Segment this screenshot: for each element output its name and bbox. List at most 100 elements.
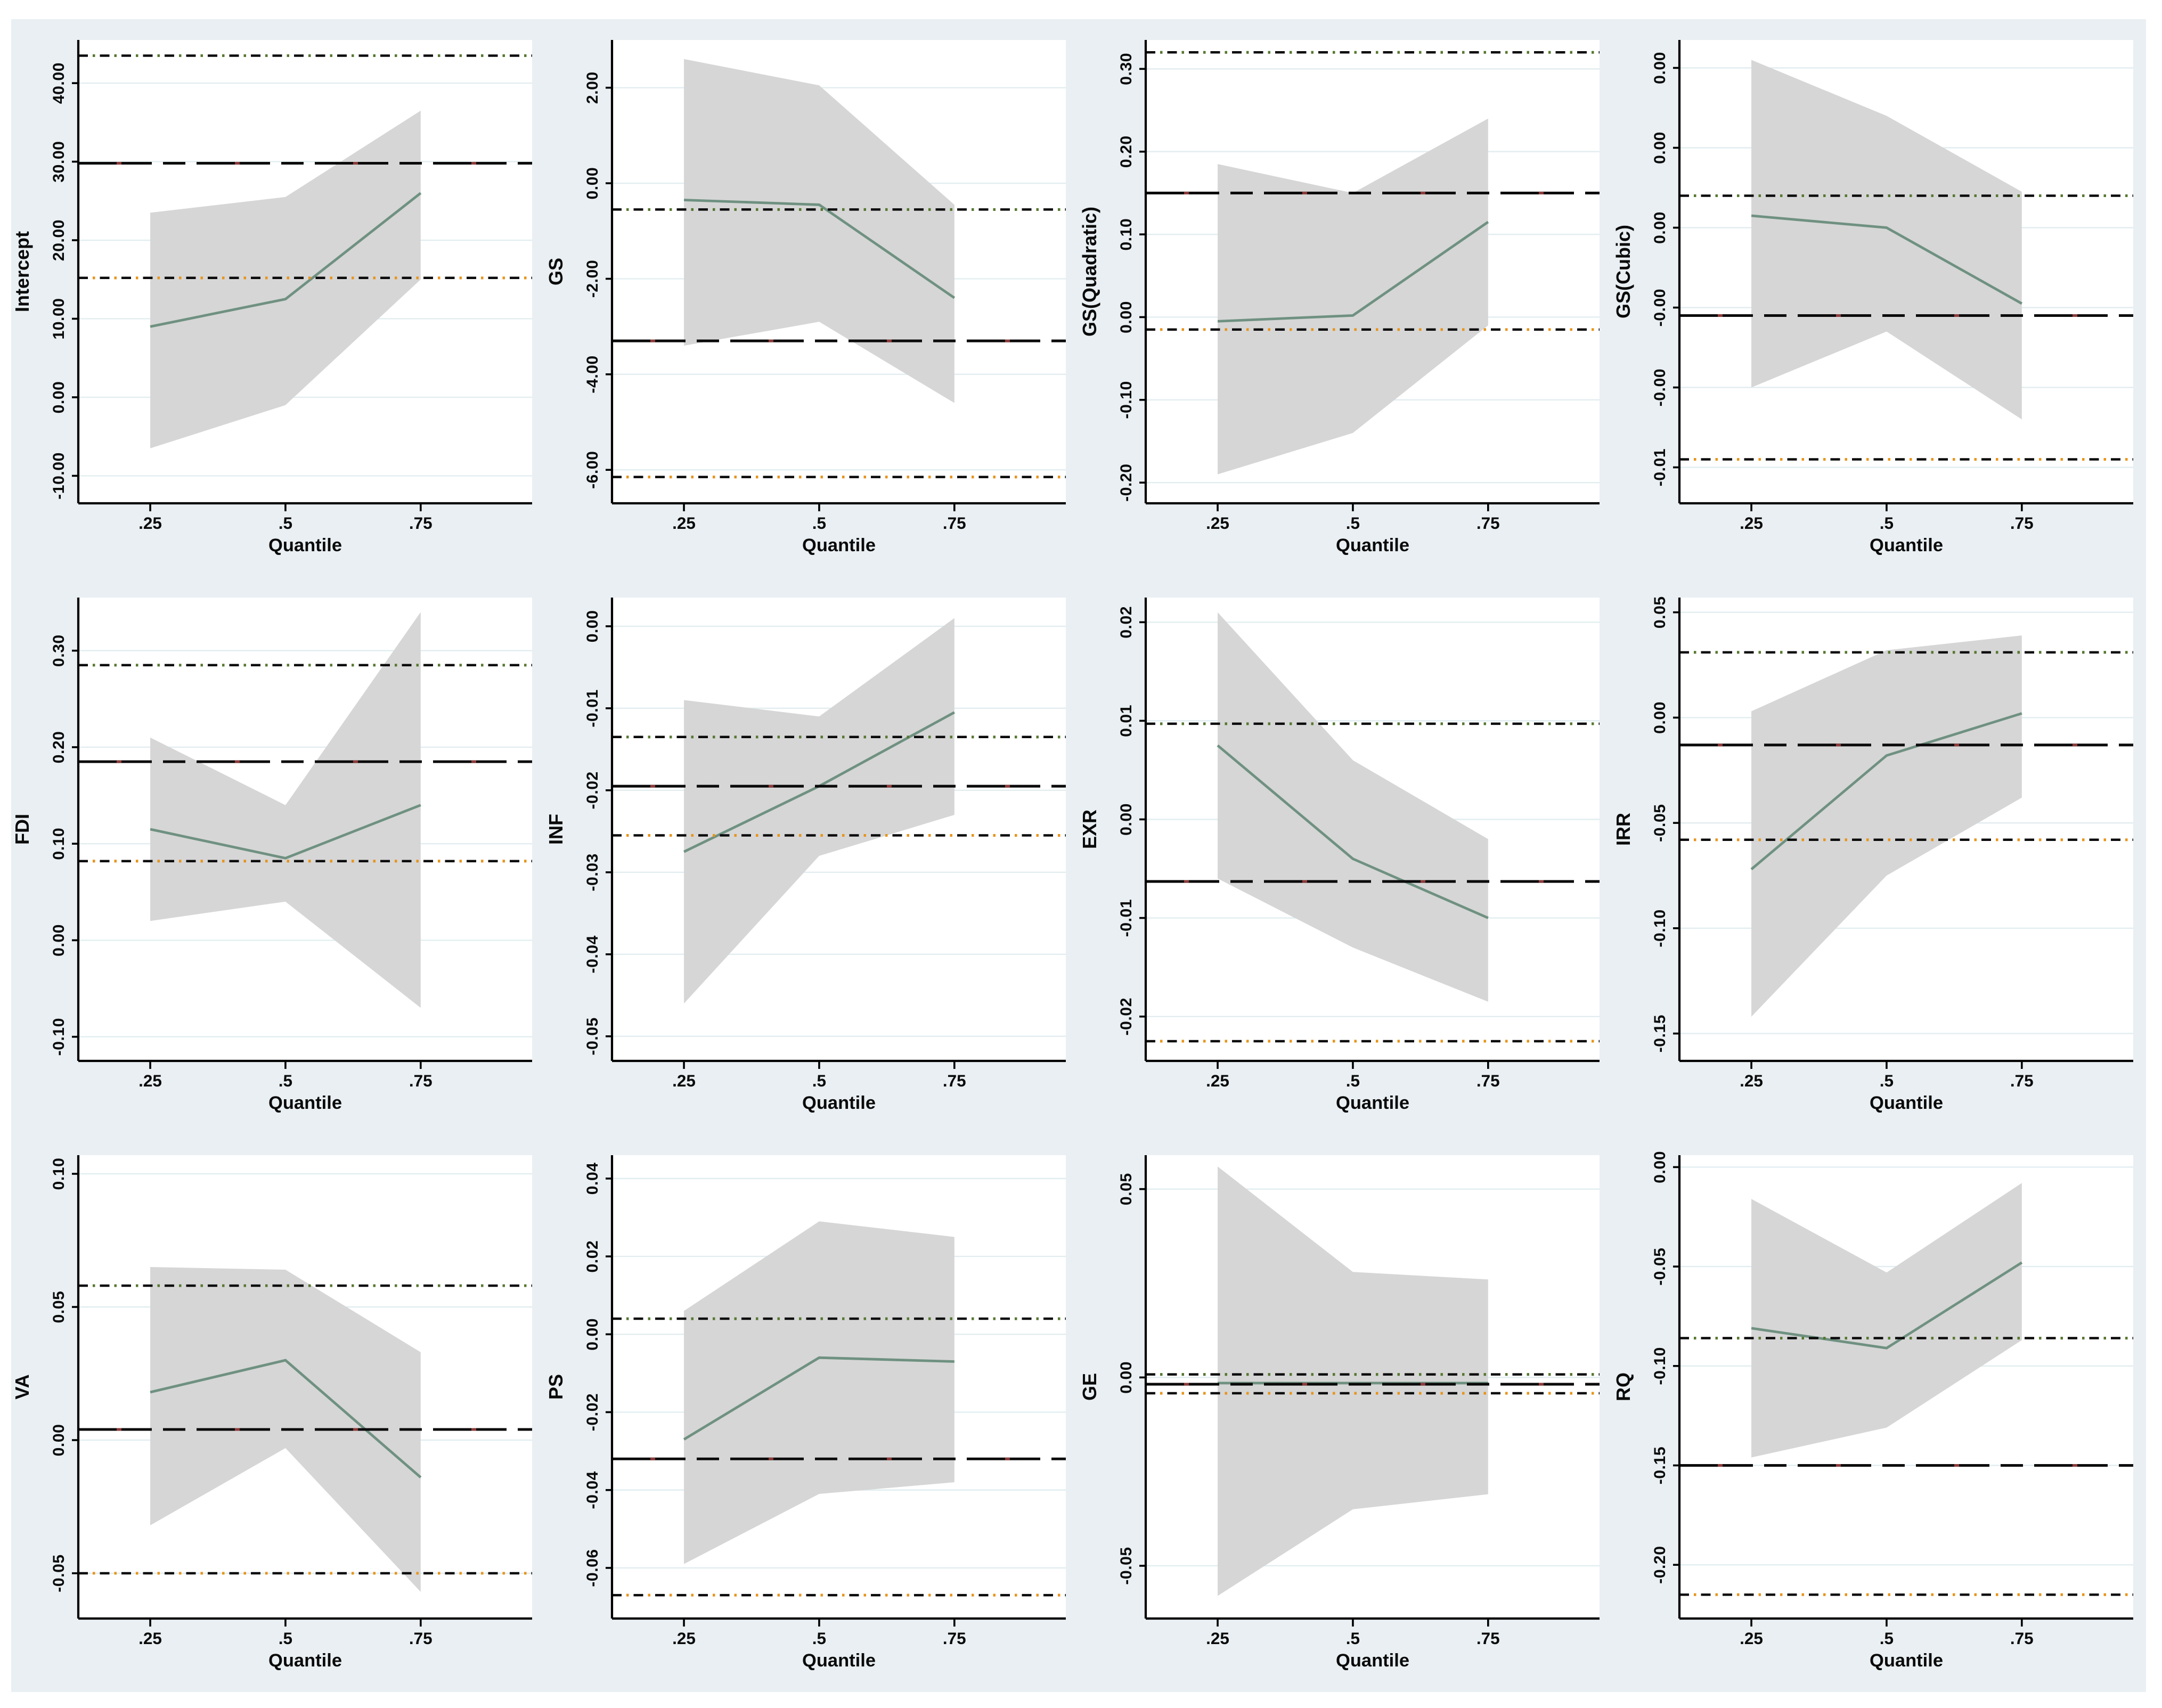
- axes: [1678, 1155, 2133, 1620]
- y-tick-label: -0.15: [1651, 1447, 1669, 1484]
- y-tick-label: -0.02: [584, 1393, 601, 1431]
- y-axis-title: VA: [11, 1374, 33, 1399]
- coefficient-line: [150, 804, 421, 860]
- panel-ge: -0.05 0.00 0.05 .25 .5 .75 GE Quantile: [1079, 1134, 1612, 1692]
- confidence-band: [150, 612, 421, 1008]
- x-axis-title: Quantile: [1870, 1093, 1943, 1113]
- y-tick-label: 0.00: [1651, 701, 1669, 734]
- coefficient-line: [1217, 744, 1489, 919]
- y-tick-label: 0.10: [1117, 218, 1135, 251]
- y-tick-label: -0.10: [1117, 381, 1135, 419]
- y-axis-title: Intercept: [11, 231, 33, 312]
- y-tick-labels: -0.01 -0.00 -0.00 0.00 0.00 0.00: [1651, 52, 1679, 486]
- y-tick-labels: -0.10 0.00 0.10 0.20 0.30: [50, 634, 78, 1056]
- quantile-plot-svg: -0.20 -0.10 0.00 0.10 0.20 0.30 .25 .5 .75 GS(Q…: [1079, 40, 1600, 555]
- x-tick-label: .5: [279, 1629, 292, 1648]
- quantile-plot-svg: -0.02 -0.01 0.00 0.01 0.02 .25 .5 .75 EXR Quan…: [1079, 598, 1600, 1113]
- x-tick-label: .75: [1476, 1071, 1500, 1090]
- axes: [77, 1155, 532, 1620]
- panel-irr: -0.15 -0.10 -0.05 0.00 0.05 .25 .5 .75 IRR Qua…: [1612, 577, 2146, 1134]
- reference-lines: [1146, 1373, 1600, 1395]
- axes: [610, 40, 1066, 505]
- x-tick-label: .5: [279, 513, 292, 533]
- x-axis-title: Quantile: [1336, 535, 1409, 555]
- y-axis-title: RQ: [1612, 1372, 1634, 1401]
- reference-lines: [612, 1317, 1066, 1597]
- x-tick-label: .5: [1346, 1629, 1360, 1648]
- confidence-band: [1751, 635, 2022, 1017]
- quantile-plot-svg: -0.05 -0.04 -0.03 -0.02 -0.01 0.00 .25 .5 .75 I…: [545, 598, 1066, 1113]
- coefficient-line: [1751, 214, 2022, 305]
- x-tick-labels: .25 .5 .75: [1206, 1061, 1500, 1090]
- y-axis-title: GS: [545, 258, 567, 285]
- y-tick-label: 0.00: [584, 610, 601, 642]
- confidence-band: [1218, 1166, 1488, 1596]
- y-tick-label: 0.10: [50, 828, 68, 860]
- y-tick-label: 0.02: [1117, 606, 1135, 639]
- y-tick-labels: -0.05 -0.04 -0.03 -0.02 -0.01 0.00: [584, 610, 612, 1056]
- x-tick-labels: .25 .5 .75: [1206, 503, 1500, 533]
- quantile-plot-svg: -0.05 0.00 0.05 .25 .5 .75 GE Quantile: [1079, 1155, 1600, 1671]
- reference-lines: [1146, 51, 1600, 331]
- reference-lines: [1679, 1336, 2133, 1596]
- x-axis-title: Quantile: [802, 1650, 876, 1671]
- y-tick-label: 0.00: [1117, 301, 1135, 333]
- y-tick-label: -0.05: [1651, 804, 1669, 841]
- x-tick-label: .5: [812, 1629, 826, 1648]
- x-axis-title: Quantile: [1336, 1650, 1409, 1671]
- quantile-plot-svg: -0.05 0.00 0.05 0.10 .25 .5 .75 VA Quantile: [11, 1155, 532, 1671]
- reference-lines: [612, 208, 1066, 479]
- y-tick-label: 30.00: [50, 141, 68, 183]
- axes: [1144, 1155, 1600, 1620]
- reference-lines: [1679, 194, 2133, 461]
- confidence-band: [1218, 118, 1488, 475]
- y-tick-label: 0.01: [1117, 705, 1135, 737]
- y-tick-label: -0.01: [1651, 448, 1669, 486]
- x-tick-label: .25: [138, 513, 162, 533]
- y-tick-label: -0.20: [1117, 463, 1135, 501]
- axes: [1678, 598, 2133, 1063]
- x-tick-label: .75: [943, 1071, 966, 1090]
- coefficient-line: [683, 1356, 954, 1441]
- x-tick-label: .75: [1476, 513, 1500, 533]
- x-tick-label: .5: [812, 513, 826, 533]
- y-tick-label: 0.05: [50, 1291, 68, 1323]
- x-axis-title: Quantile: [1870, 1650, 1943, 1671]
- x-tick-label: .75: [2010, 1629, 2034, 1648]
- x-tick-labels: .25 .5 .75: [138, 503, 433, 533]
- y-tick-labels: -6.00 -4.00 -2.00 0.00 2.00: [584, 71, 612, 489]
- y-tick-labels: -0.05 0.00 0.05 0.10: [50, 1158, 78, 1592]
- x-tick-label: .75: [943, 1629, 966, 1648]
- x-tick-label: .5: [1346, 513, 1360, 533]
- y-tick-label: 0.00: [584, 167, 601, 200]
- y-tick-label: 0.02: [584, 1240, 601, 1273]
- x-tick-labels: .25 .5 .75: [1740, 1061, 2034, 1090]
- x-tick-labels: .25 .5 .75: [1740, 503, 2034, 533]
- y-tick-label: 0.00: [50, 924, 68, 957]
- confidence-band: [1218, 612, 1488, 1002]
- confidence-band: [1751, 1183, 2022, 1458]
- quantile-plot-svg: -0.06-0.04-0.020.000.020.04 .25.5.75 PS …: [545, 1155, 1066, 1671]
- x-axis-title: Quantile: [1336, 1093, 1409, 1113]
- confidence-band: [684, 59, 954, 403]
- axes: [610, 598, 1066, 1063]
- coefficient-line: [1750, 712, 2022, 870]
- panel-intercept: -10.00 0.00 10.00 20.00 30.00 40.00 .25.5.75 …: [11, 19, 545, 577]
- y-tick-label: 0.10: [50, 1158, 68, 1190]
- y-tick-label: 0.30: [50, 634, 68, 667]
- x-tick-label: .75: [409, 1071, 433, 1090]
- y-tick-label: -2.00: [584, 260, 601, 298]
- y-tick-labels: -0.15 -0.10 -0.05 0.00 0.05: [1651, 596, 1679, 1052]
- coefficient-line: [1751, 1261, 2023, 1350]
- x-tick-label: .25: [1740, 513, 1763, 533]
- y-tick-labels: -0.05 0.00 0.05: [1117, 1173, 1146, 1585]
- axes: [77, 598, 532, 1063]
- x-tick-label: .75: [1476, 1629, 1500, 1648]
- x-tick-label: .25: [138, 1629, 162, 1648]
- axes: [610, 1155, 1066, 1620]
- panel-rq: -0.20 -0.15 -0.10 -0.05 0.00 .25 .5 .75 RQ Qua…: [1612, 1134, 2146, 1692]
- y-tick-label: 0.00: [1651, 211, 1669, 244]
- quantile-plot-svg: -0.15 -0.10 -0.05 0.00 0.05 .25 .5 .75 IRR Qua…: [1612, 596, 2133, 1113]
- y-tick-label: -0.20: [1651, 1546, 1669, 1583]
